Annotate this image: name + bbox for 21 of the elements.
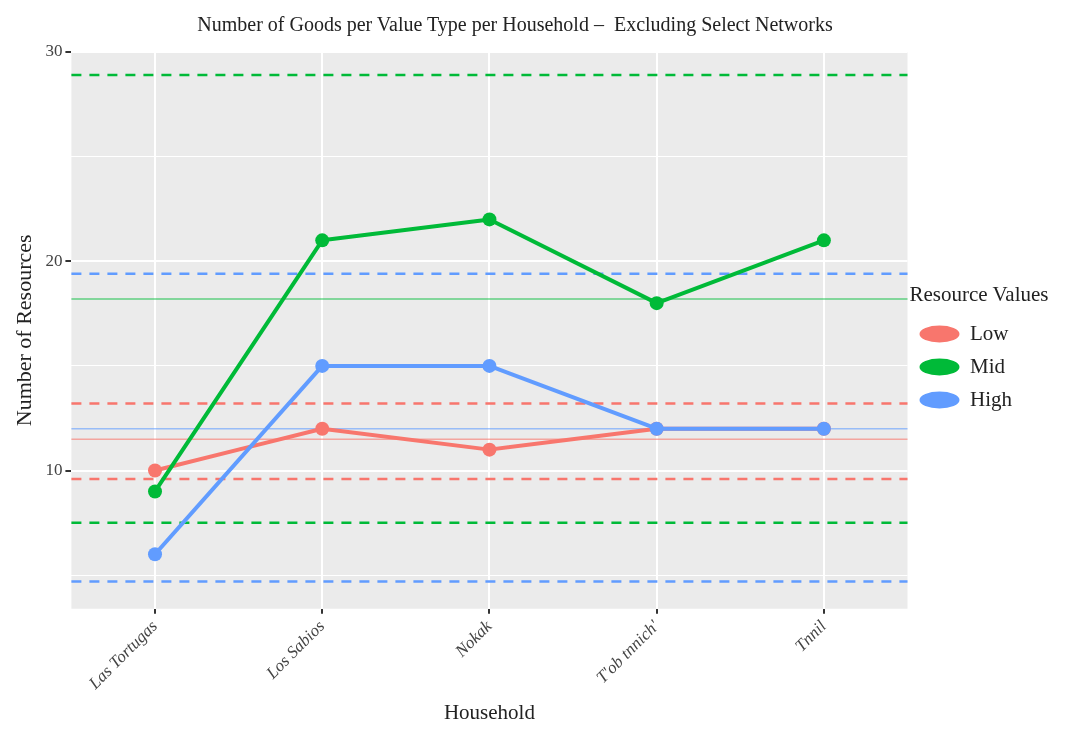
point [482,442,497,457]
y-axis-title: Number of Resources [10,234,36,427]
point [315,421,330,436]
point [315,358,330,373]
legend-title: Resource Values [909,281,1049,306]
point [148,484,163,499]
point [315,233,330,248]
x-axis-title: Household [443,699,536,724]
point [148,463,163,478]
legend-label: Mid [970,353,1006,378]
point [816,233,831,248]
y-tick-label: 20 [45,250,63,270]
legend-label: Low [970,320,1010,345]
y-tick-label: 10 [45,460,63,480]
point [148,547,163,562]
point [649,296,664,311]
legend-label: High [970,386,1013,411]
point [482,212,497,227]
point [482,358,497,373]
chart-title: Number of Goods per Value Type per Household – Excluding Select Networks [197,13,833,37]
y-tick-label: 30 [45,41,63,61]
